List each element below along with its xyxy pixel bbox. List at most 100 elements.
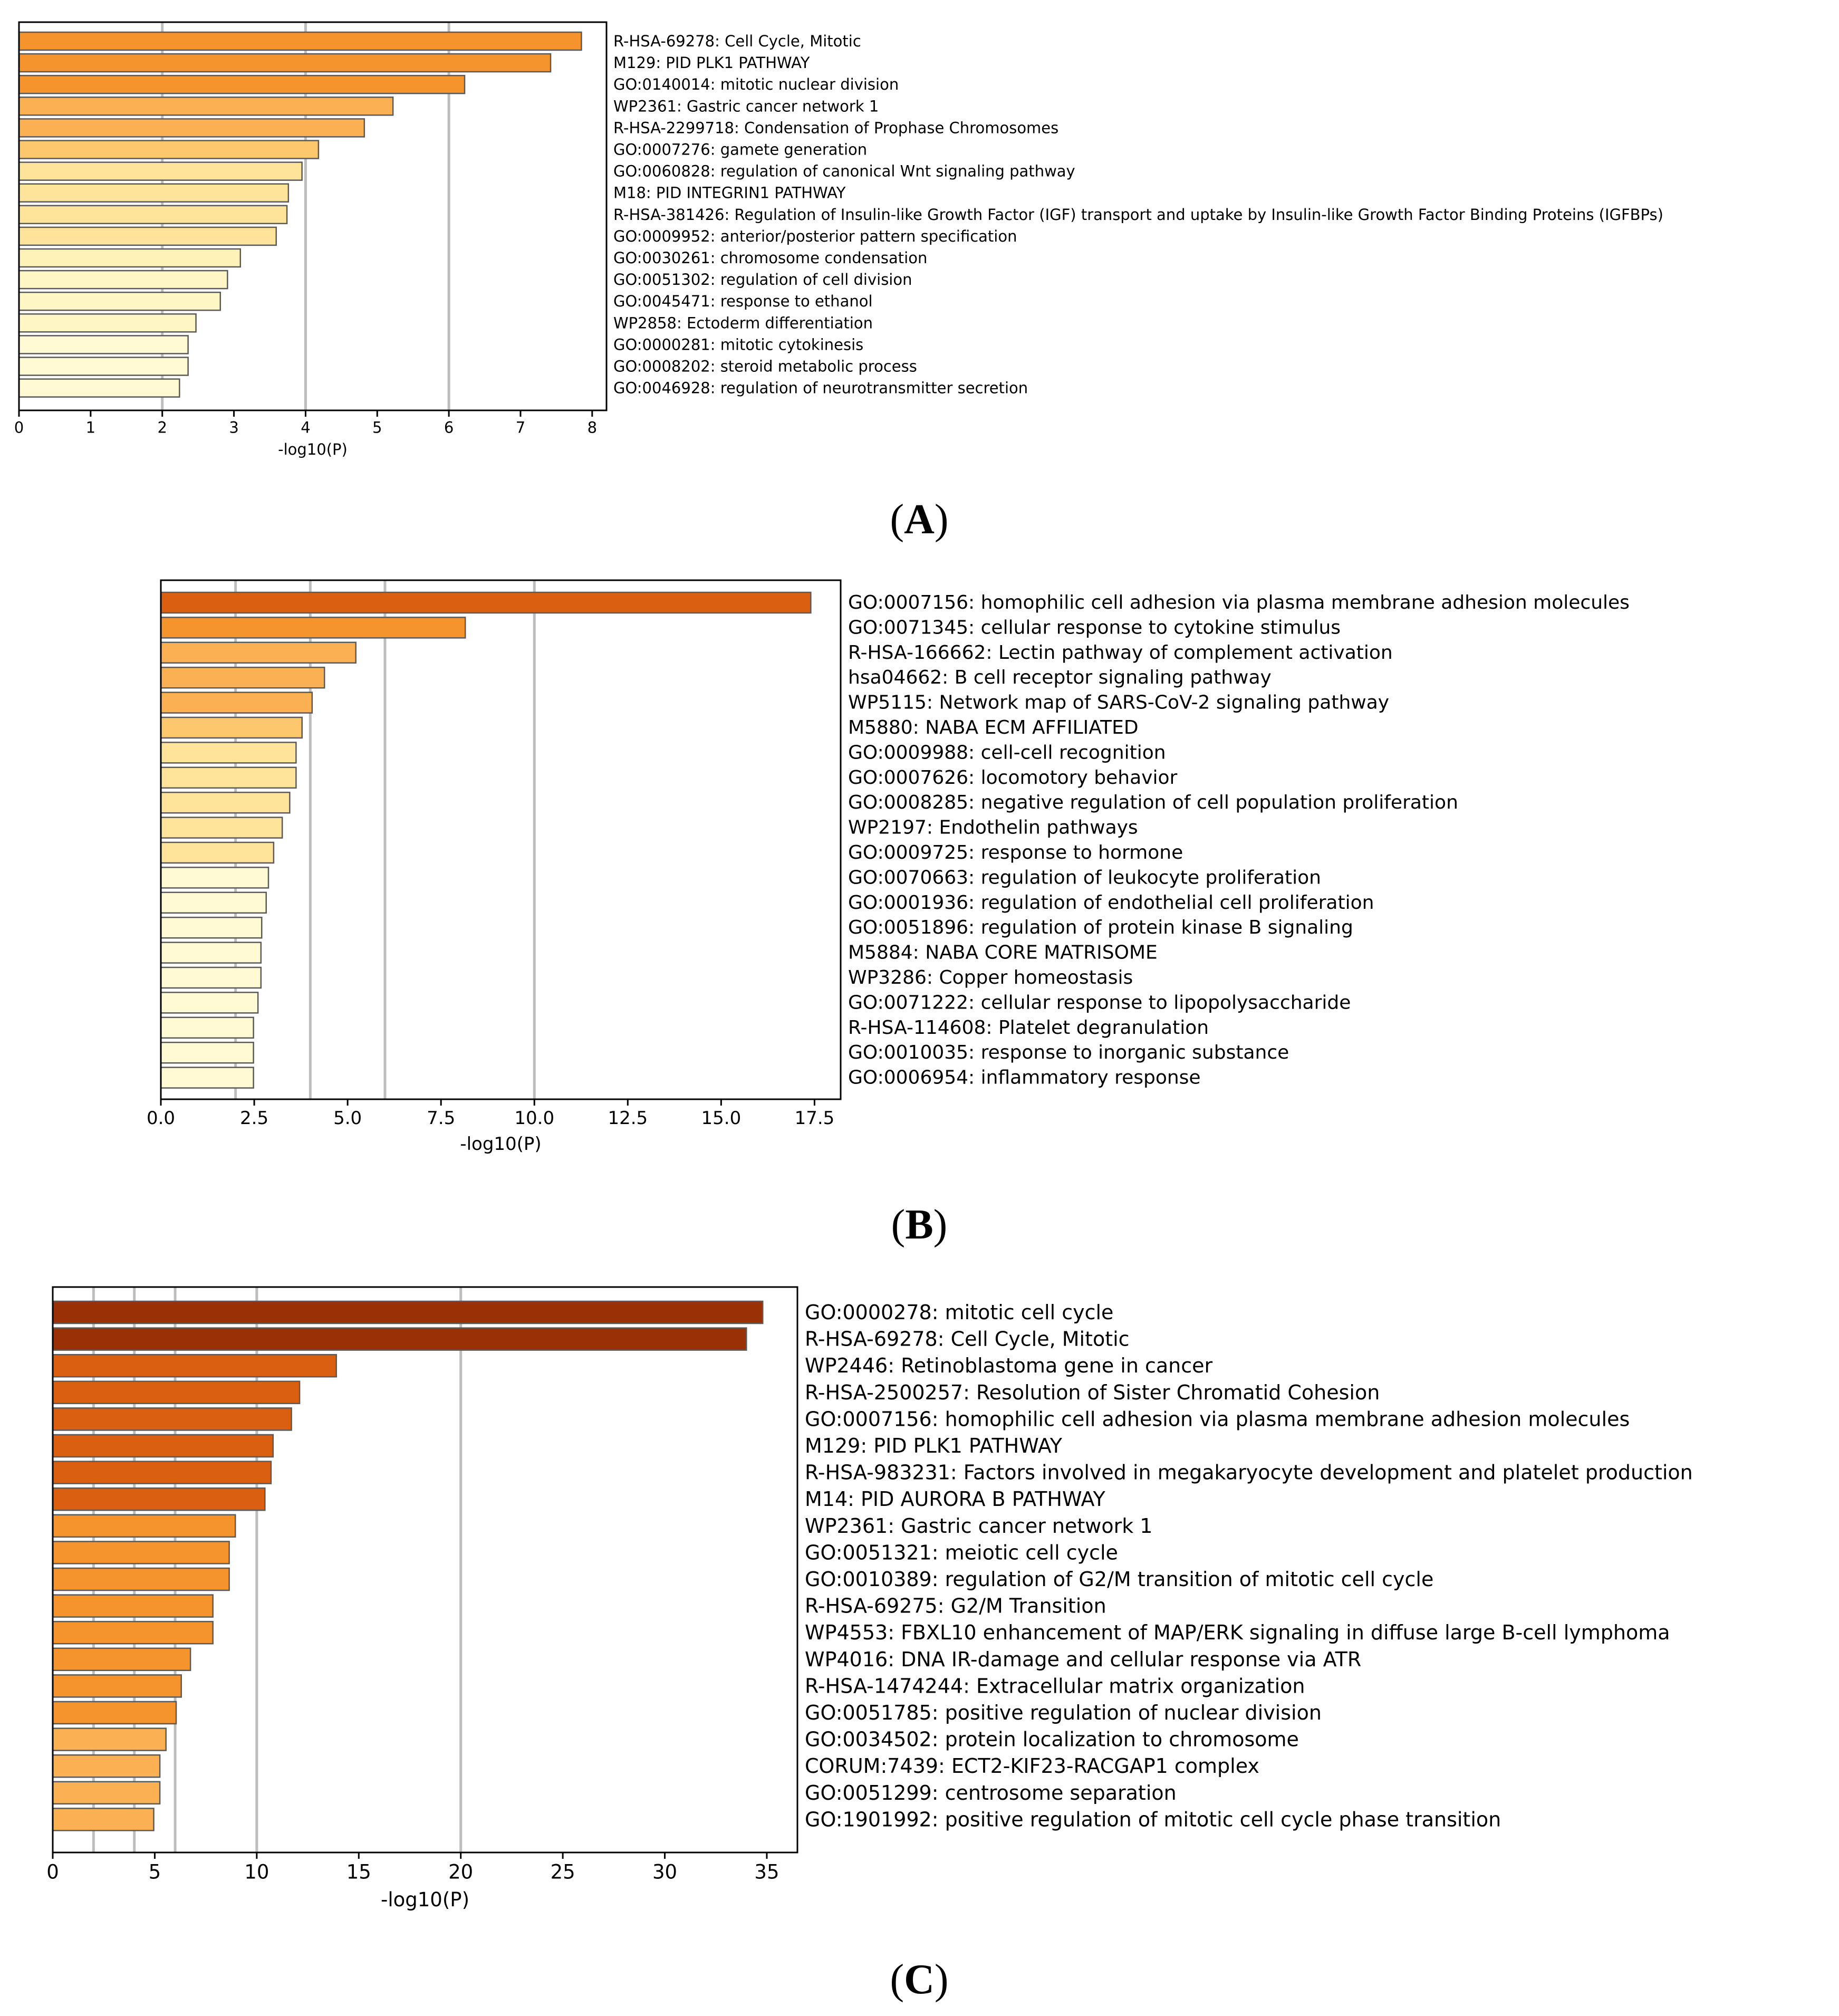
category-label: GO:0051785: positive regulation of nucle…: [805, 1701, 1322, 1724]
x-tick-label: 4: [301, 419, 310, 437]
category-label: GO:0007156: homophilic cell adhesion via…: [848, 592, 1630, 613]
category-label: M129: PID PLK1 PATHWAY: [613, 54, 810, 72]
category-label: GO:0051302: regulation of cell division: [613, 271, 912, 289]
bar: [160, 742, 297, 764]
bar: [18, 357, 189, 376]
x-tick-label: 2: [157, 419, 167, 437]
bar: [52, 1808, 155, 1831]
bar: [18, 97, 394, 116]
bar: [52, 1434, 274, 1458]
category-label: GO:0010035: response to inorganic substa…: [848, 1042, 1289, 1063]
bar: [160, 916, 263, 939]
category-label: GO:0007626: locomotory behavior: [848, 767, 1177, 789]
bar: [160, 617, 466, 639]
bar: [18, 291, 221, 311]
bar: [18, 270, 228, 290]
bar: [18, 140, 320, 159]
x-tick-label: 1: [86, 419, 95, 437]
bar: [18, 53, 552, 73]
category-label: GO:0046928: regulation of neurotransmitt…: [613, 379, 1028, 397]
bar: [52, 1620, 214, 1645]
category-label: GO:0009952: anterior/posterior pattern s…: [613, 227, 1017, 245]
bar: [18, 248, 242, 268]
bar: [160, 716, 303, 739]
category-label: GO:0030261: chromosome condensation: [613, 249, 927, 267]
category-label: WP2361: Gastric cancer network 1: [805, 1514, 1152, 1538]
bar: [52, 1727, 167, 1751]
category-label: GO:0140014: mitotic nuclear division: [613, 75, 899, 93]
category-label: R-HSA-114608: Platelet degranulation: [848, 1017, 1209, 1039]
category-label: hsa04662: B cell receptor signaling path…: [848, 667, 1272, 688]
bar: [160, 867, 269, 889]
bar: [52, 1514, 236, 1538]
bar: [160, 1067, 254, 1089]
panel-label-c: (C): [890, 1956, 949, 2003]
bar: [52, 1647, 191, 1672]
bar: [52, 1781, 161, 1805]
bar: [18, 161, 303, 181]
panel-label-a: (A): [890, 496, 949, 543]
category-label: R-HSA-166662: Lectin pathway of compleme…: [848, 642, 1393, 664]
bar: [160, 942, 262, 964]
bar: [160, 766, 297, 789]
panel-label-b: (B): [891, 1202, 948, 1248]
category-label: WP2197: Endothelin pathways: [848, 817, 1138, 839]
bar: [52, 1407, 292, 1431]
bar: [160, 591, 812, 614]
category-label: GO:0008285: negative regulation of cell …: [848, 792, 1458, 813]
category-label: WP2361: Gastric cancer network 1: [613, 97, 879, 115]
x-axis-label: -log10(P): [278, 440, 348, 458]
category-label: M5880: NABA ECM AFFILIATED: [848, 717, 1139, 738]
bar: [18, 378, 180, 398]
category-label: R-HSA-381426: Regulation of Insulin-like…: [613, 206, 1663, 224]
category-label: GO:0071222: cellular response to lipopol…: [848, 992, 1351, 1013]
x-tick-label: 2.5: [240, 1108, 268, 1129]
category-label: M14: PID AURORA B PATHWAY: [805, 1487, 1106, 1511]
x-axis-label: -log10(P): [460, 1134, 541, 1155]
bar: [160, 992, 259, 1014]
category-label: M5884: NABA CORE MATRISOME: [848, 942, 1158, 964]
category-label: GO:0034502: protein localization to chro…: [805, 1728, 1299, 1751]
category-label: WP5115: Network map of SARS-CoV-2 signal…: [848, 692, 1389, 714]
category-label: R-HSA-69278: Cell Cycle, Mitotic: [613, 32, 861, 50]
x-tick-label: 17.5: [795, 1108, 835, 1129]
bar: [18, 31, 582, 51]
bar: [52, 1380, 301, 1405]
bar: [160, 817, 283, 839]
bar: [52, 1327, 747, 1351]
x-tick-label: 10.0: [514, 1108, 554, 1129]
category-label: R-HSA-69278: Cell Cycle, Mitotic: [805, 1328, 1130, 1351]
x-tick-label: 0: [46, 1860, 59, 1883]
bar: [52, 1487, 266, 1511]
bar: [160, 841, 275, 864]
bar: [52, 1541, 230, 1564]
x-tick-label: 7: [516, 419, 525, 437]
category-label: R-HSA-2299718: Condensation of Prophase …: [613, 119, 1058, 137]
bar: [18, 183, 290, 203]
x-tick-label: 30: [652, 1860, 677, 1883]
x-tick-label: 0.0: [147, 1108, 175, 1129]
category-label: GO:0051299: centrosome separation: [805, 1781, 1177, 1804]
bar: [52, 1567, 230, 1591]
x-tick-label: 15.0: [701, 1108, 742, 1129]
category-label: GO:0060828: regulation of canonical Wnt …: [613, 162, 1075, 180]
x-tick-label: 35: [754, 1860, 779, 1883]
category-label: WP2446: Retinoblastoma gene in cancer: [805, 1354, 1213, 1377]
category-label: WP4016: DNA IR-damage and cellular respo…: [805, 1648, 1361, 1671]
x-tick-label: 3: [229, 419, 238, 437]
bar: [160, 966, 262, 989]
x-tick-label: 7.5: [427, 1108, 455, 1129]
category-label: CORUM:7439: ECT2-KIF23-RACGAP1 complex: [805, 1754, 1259, 1778]
bar: [18, 313, 197, 333]
x-tick-label: 25: [551, 1860, 575, 1883]
bar: [18, 74, 466, 94]
category-label: M129: PID PLK1 PATHWAY: [805, 1434, 1063, 1457]
category-label: GO:0009988: cell-cell recognition: [848, 742, 1166, 763]
category-label: GO:0001936: regulation of endothelial ce…: [848, 892, 1374, 914]
x-tick-label: 12.5: [608, 1108, 648, 1129]
x-tick-label: 5.0: [333, 1108, 362, 1129]
plot-frame: [18, 21, 608, 411]
x-tick-label: 8: [588, 419, 597, 437]
category-label: GO:0000281: mitotic cytokinesis: [613, 335, 863, 353]
